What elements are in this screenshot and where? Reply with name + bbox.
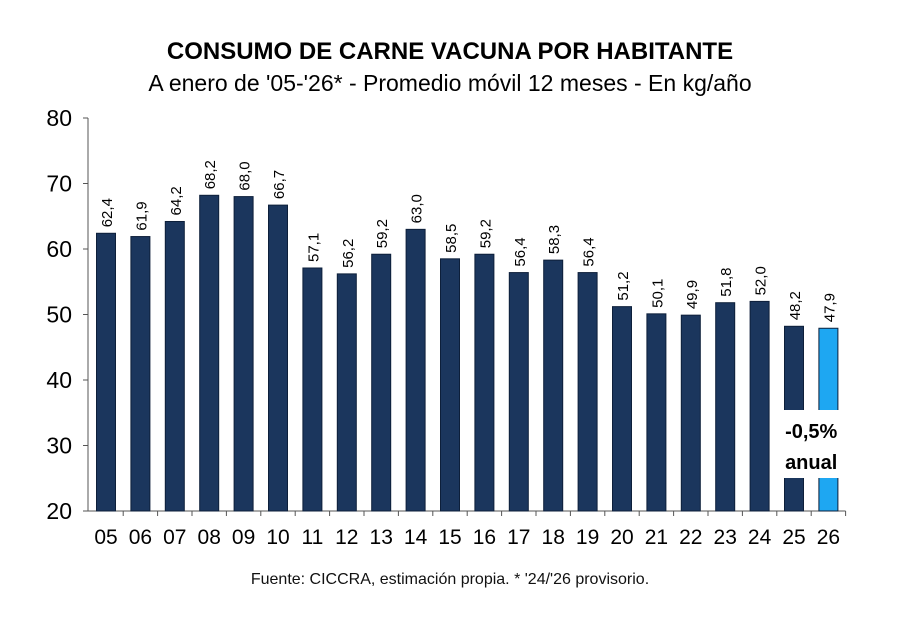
x-tick-label: 21 bbox=[645, 526, 668, 549]
data-label: 48,2 bbox=[787, 291, 804, 320]
data-label: 57,1 bbox=[305, 233, 322, 262]
y-tick-label: 70 bbox=[46, 171, 72, 197]
bar-22 bbox=[680, 314, 701, 512]
x-tick-label: 25 bbox=[782, 526, 805, 549]
x-tick-label: 10 bbox=[266, 526, 289, 549]
annotation-period: anual bbox=[785, 452, 837, 474]
x-tick-label: 18 bbox=[542, 526, 565, 549]
x-tick-label: 13 bbox=[370, 526, 393, 549]
bar-05 bbox=[96, 232, 116, 512]
data-label: 52,0 bbox=[753, 266, 770, 295]
y-tick-label: 60 bbox=[46, 236, 72, 262]
source-note: Fuente: CICCRA, estimación propia. * '24… bbox=[250, 571, 650, 588]
data-label: 62,4 bbox=[99, 198, 116, 227]
data-label: 61,9 bbox=[133, 201, 150, 230]
data-label: 56,4 bbox=[512, 237, 529, 266]
data-label: 58,3 bbox=[546, 225, 563, 254]
bar-09 bbox=[233, 196, 254, 512]
x-tick-label: 06 bbox=[129, 526, 152, 549]
x-tick-label: 05 bbox=[94, 526, 117, 549]
data-label: 66,7 bbox=[271, 170, 288, 199]
y-tick-label: 50 bbox=[46, 302, 72, 328]
data-label: 63,0 bbox=[409, 194, 426, 223]
data-label: 49,9 bbox=[684, 280, 701, 309]
data-label: 68,2 bbox=[202, 160, 219, 189]
data-label: 64,2 bbox=[168, 186, 185, 215]
data-label: 51,2 bbox=[615, 271, 632, 300]
bar-07 bbox=[164, 220, 185, 512]
annotation-change: -0,5% bbox=[785, 421, 837, 443]
x-tick-label: 19 bbox=[576, 526, 599, 549]
data-label: 68,0 bbox=[237, 161, 254, 190]
annotation-box bbox=[775, 410, 848, 478]
y-tick-label: 40 bbox=[46, 367, 72, 393]
x-tick-label: 20 bbox=[610, 526, 633, 549]
bar-10 bbox=[268, 204, 288, 512]
x-tick-label: 14 bbox=[404, 526, 428, 549]
bar-24 bbox=[749, 300, 770, 512]
data-label: 47,9 bbox=[821, 293, 838, 322]
y-tick-label: 80 bbox=[46, 105, 72, 131]
bar-16 bbox=[474, 253, 495, 512]
bar-14 bbox=[405, 228, 426, 512]
data-label: 59,2 bbox=[477, 219, 494, 248]
data-label: 58,5 bbox=[443, 224, 460, 253]
x-tick-label: 07 bbox=[163, 526, 186, 549]
x-tick-label: 15 bbox=[438, 526, 461, 549]
chart-title: CONSUMO DE CARNE VACUNA POR HABITANTE bbox=[166, 38, 734, 65]
data-label: 51,8 bbox=[718, 268, 735, 297]
bar-17 bbox=[508, 272, 529, 512]
bar-18 bbox=[543, 259, 564, 512]
x-tick-label: 16 bbox=[473, 526, 496, 549]
chart-subtitle: A enero de '05-'26* - Promedio móvil 12 … bbox=[148, 70, 752, 96]
x-tick-label: 24 bbox=[748, 526, 772, 549]
y-tick-label: 30 bbox=[46, 433, 72, 459]
bar-21 bbox=[646, 313, 667, 512]
bar-19 bbox=[577, 272, 598, 512]
bar-20 bbox=[612, 306, 632, 512]
bar-13 bbox=[371, 253, 392, 512]
data-label: 50,1 bbox=[649, 279, 666, 308]
x-tick-label: 09 bbox=[232, 526, 255, 549]
x-tick-label: 26 bbox=[817, 526, 840, 549]
data-label: 59,2 bbox=[374, 219, 391, 248]
x-tick-label: 23 bbox=[714, 526, 737, 549]
x-tick-label: 08 bbox=[198, 526, 221, 549]
y-tick-label: 20 bbox=[46, 498, 72, 524]
data-label: 56,2 bbox=[340, 239, 357, 268]
bar-12 bbox=[336, 273, 357, 512]
x-tick-label: 12 bbox=[335, 526, 358, 549]
bar-06 bbox=[130, 236, 151, 512]
data-label: 56,4 bbox=[581, 237, 598, 266]
x-tick-label: 11 bbox=[301, 526, 323, 549]
bar-15 bbox=[440, 258, 460, 512]
x-tick-label: 22 bbox=[679, 526, 702, 549]
bar-08 bbox=[199, 194, 220, 512]
bar-23 bbox=[715, 302, 736, 512]
x-tick-label: 17 bbox=[507, 526, 530, 549]
bar-11 bbox=[302, 267, 323, 512]
